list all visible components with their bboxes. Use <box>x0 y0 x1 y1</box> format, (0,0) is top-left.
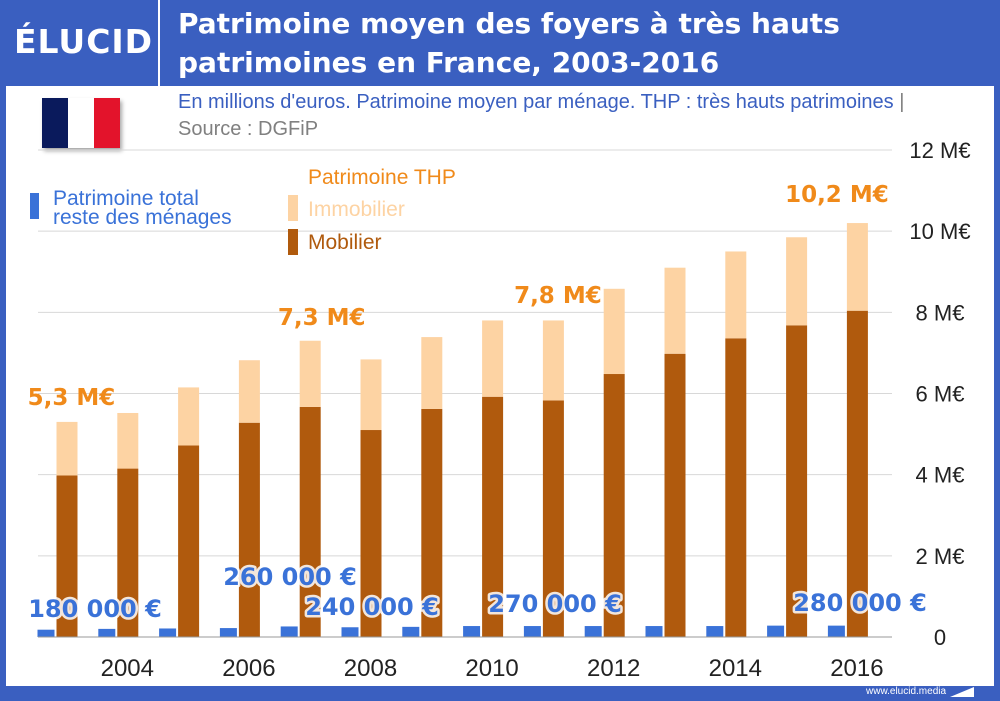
bar-immobilier-2005 <box>178 387 200 446</box>
subtitle-separator: | <box>899 91 905 113</box>
bar-rest-2014 <box>706 626 724 637</box>
bar-mobilier-2016 <box>846 310 868 637</box>
bar-rest-2006 <box>219 628 237 637</box>
legend-label-rest: Patrimoine total reste des ménages <box>53 187 232 229</box>
y-tick-label: 8 M€ <box>916 300 965 325</box>
bar-mobilier-2010 <box>482 396 504 637</box>
legend-label-mobilier: Mobilier <box>308 231 382 254</box>
bar-mobilier-2008 <box>360 430 382 637</box>
bar-rest-2009 <box>402 626 420 637</box>
bar-mobilier-2011 <box>542 400 564 637</box>
x-tick-label: 2008 <box>344 655 397 682</box>
bar-mobilier-2015 <box>786 325 808 637</box>
total-thp-label: 10,2 M€ <box>785 182 889 208</box>
bar-mobilier-2003 <box>56 475 78 637</box>
header-bar: ÉLUCID Patrimoine moyen des foyers à trè… <box>0 0 1000 86</box>
y-tick-label: 12 M€ <box>909 138 970 163</box>
bar-immobilier-2013 <box>664 267 686 354</box>
legend-label-immobilier: Immobilier <box>308 198 405 221</box>
bar-rest-2008 <box>341 627 359 637</box>
bar-rest-2013 <box>645 626 663 637</box>
bar-mobilier-2014 <box>725 338 747 637</box>
y-tick-label: 4 M€ <box>916 463 965 488</box>
total-thp-label: 5,3 M€ <box>28 385 116 411</box>
x-tick-label: 2012 <box>587 655 640 682</box>
logo-box: ÉLUCID <box>0 0 160 86</box>
legend-swatch-rest <box>30 193 39 219</box>
y-tick-label: 6 M€ <box>916 382 965 407</box>
x-tick-label: 2014 <box>709 655 762 682</box>
rest-value-halo: 260 000 € <box>223 563 357 591</box>
bar-immobilier-2007 <box>299 340 321 407</box>
rest-value-halo: 240 000 € <box>305 593 439 621</box>
total-thp-label: 7,8 M€ <box>514 283 602 309</box>
rest-value-halo: 270 000 € <box>488 590 622 618</box>
legend-group-title: Patrimoine THP <box>308 166 456 189</box>
brand-mark-icon <box>950 687 974 697</box>
subtitle-text: En millions d'euros. Patrimoine moyen pa… <box>178 91 894 113</box>
bar-rest-2010 <box>463 626 481 637</box>
bar-mobilier-2012 <box>603 374 625 637</box>
bar-immobilier-2016 <box>846 223 868 311</box>
y-tick-label: 2 M€ <box>916 544 965 569</box>
chart-subtitle: En millions d'euros. Patrimoine moyen pa… <box>178 89 968 143</box>
bar-mobilier-2009 <box>421 408 443 637</box>
x-tick-label: 2016 <box>830 655 883 682</box>
y-tick-label: 10 M€ <box>909 219 970 244</box>
bar-rest-2005 <box>159 628 177 637</box>
bar-mobilier-2007 <box>299 406 321 637</box>
bar-mobilier-2004 <box>117 468 139 637</box>
rest-value-halo: 180 000 € <box>28 595 162 623</box>
bar-rest-2016 <box>827 625 845 637</box>
rest-value-label: 270 000 € <box>488 590 622 618</box>
source-text: Source : DGFiP <box>178 118 319 140</box>
rest-value-label: 280 000 € <box>793 589 927 617</box>
bar-immobilier-2015 <box>786 237 808 326</box>
x-tick-label: 2004 <box>101 655 154 682</box>
page-title: Patrimoine moyen des foyers à très hauts… <box>178 7 840 79</box>
legend-swatch-mobilier <box>288 229 298 255</box>
footer-url: www.elucid.media <box>866 686 947 697</box>
bar-immobilier-2003 <box>56 421 78 476</box>
bar-immobilier-2014 <box>725 251 747 339</box>
rest-value-label: 180 000 € <box>28 595 162 623</box>
bar-immobilier-2008 <box>360 359 382 431</box>
bar-immobilier-2006 <box>238 360 260 423</box>
bar-rest-2015 <box>767 625 785 637</box>
bar-rest-2012 <box>584 626 602 637</box>
bar-rest-2003 <box>37 629 55 637</box>
bar-immobilier-2009 <box>421 337 443 409</box>
x-tick-label: 2010 <box>465 655 518 682</box>
bar-mobilier-2013 <box>664 353 686 637</box>
rest-value-label: 240 000 € <box>305 593 439 621</box>
rest-value-label: 260 000 € <box>223 563 357 591</box>
bar-immobilier-2004 <box>117 412 139 469</box>
y-tick-label: 0 <box>934 625 946 650</box>
rest-value-halo: 280 000 € <box>793 589 927 617</box>
bar-mobilier-2006 <box>238 422 260 637</box>
bar-immobilier-2011 <box>542 320 564 401</box>
legend-swatch-immobilier <box>288 195 298 221</box>
france-flag-icon <box>42 98 120 148</box>
bar-rest-2007 <box>280 626 298 637</box>
bar-immobilier-2012 <box>603 288 625 375</box>
x-tick-label: 2006 <box>222 655 275 682</box>
total-thp-label: 7,3 M€ <box>278 305 366 331</box>
brand-logo: ÉLUCID <box>14 22 154 61</box>
bar-immobilier-2010 <box>482 320 504 397</box>
bar-rest-2004 <box>98 628 116 637</box>
bar-mobilier-2005 <box>178 445 200 637</box>
bar-rest-2011 <box>523 626 541 637</box>
